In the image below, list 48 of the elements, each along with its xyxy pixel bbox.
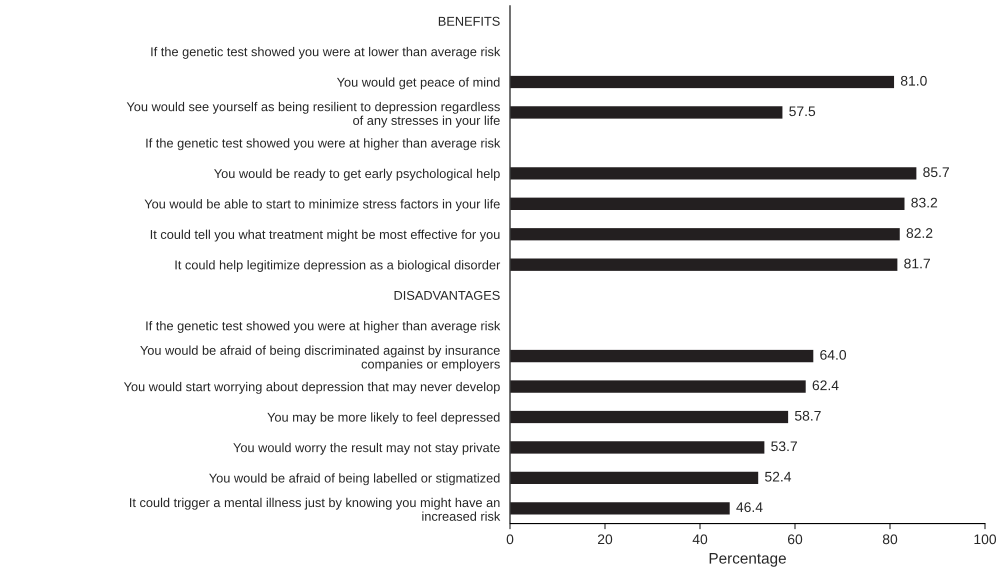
y-tick-label: If the genetic test showed you were at higher than average risk [146, 138, 500, 150]
y-tick-label: You would see yourself as being resilient to depression regardless of any stresses in your life [126, 102, 500, 128]
x-tick-label: 80 [882, 534, 898, 544]
y-tick-label: It could help legitimize depression as a biological disorder [175, 260, 500, 272]
y-tick-label: You would be able to start to minimize stress factors in your life [144, 199, 500, 212]
bar [510, 440, 766, 455]
x-tick-label: 0 [506, 534, 514, 544]
x-axis-title: Percentage [710, 553, 786, 567]
data-label: 81.0 [900, 76, 927, 86]
y-tick-label: You would worry the result may not stay private [233, 442, 500, 455]
bar [510, 409, 790, 425]
bar [510, 104, 784, 120]
y-tick-label: You would start worrying about depression that may never develop [124, 382, 500, 394]
x-tick-label: 40 [692, 534, 708, 544]
bar [510, 74, 896, 90]
y-tick-label: If the genetic test showed you were at higher than average risk [146, 320, 500, 333]
data-label: 57.5 [789, 106, 816, 116]
bar [510, 470, 760, 486]
y-tick-label: It could trigger a mental illness just by knowing you might have an increased risk [130, 498, 500, 521]
bar [510, 378, 808, 394]
y-tick-label: You would be afraid of being labelled or stigmatized [209, 473, 500, 486]
bar [510, 166, 918, 181]
data-label: 62.4 [812, 380, 839, 390]
y-tick-label: If the genetic test showed you were at lower than average risk [151, 46, 500, 59]
bar [510, 257, 899, 272]
y-tick-label: You may be more likely to feel depressed [267, 412, 500, 424]
y-tick-label: It could tell you what treatment might be most effective for you [150, 230, 500, 242]
y-tick-label: You would be ready to get early psychological help [214, 168, 500, 181]
bar [510, 196, 906, 212]
bar [510, 500, 732, 516]
x-tick-label: 100 [974, 534, 996, 544]
data-label: 53.7 [771, 441, 797, 452]
y-tick-label: You would be afraid of being discriminated against by insurance companies or employers [140, 345, 500, 372]
y-tick-label: DISADVANTAGES [394, 290, 500, 300]
x-tick-label: 20 [598, 534, 612, 544]
data-label: 81.7 [904, 258, 930, 268]
data-label: 82.2 [906, 228, 932, 238]
data-label: 64.0 [820, 350, 846, 360]
data-label: 52.4 [765, 472, 792, 482]
data-label: 58.7 [794, 410, 821, 421]
data-label: 83.2 [911, 198, 938, 208]
y-tick-label: BENEFITS [438, 16, 500, 26]
data-label: 46.4 [736, 502, 763, 512]
data-label: 85.7 [923, 167, 949, 178]
bar [510, 226, 902, 242]
x-tick-label: 60 [788, 534, 802, 544]
y-tick-label: You would get peace of mind [336, 77, 500, 90]
bar [510, 348, 815, 364]
